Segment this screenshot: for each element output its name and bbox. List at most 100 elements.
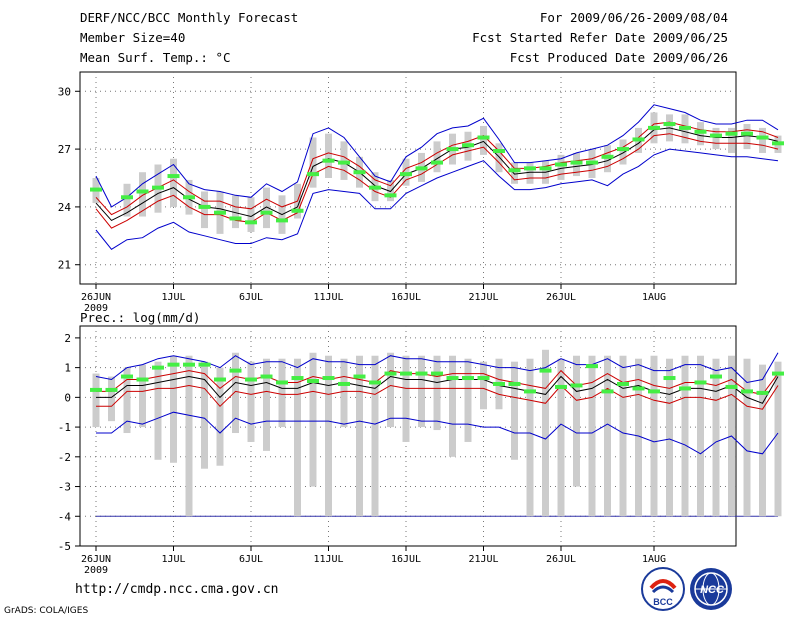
x-tick-label: 6JUL	[239, 554, 263, 565]
ensemble-bar	[402, 355, 410, 442]
obs-marker	[276, 380, 288, 385]
ensemble-bar	[635, 358, 642, 517]
ensemble-bar	[433, 355, 441, 431]
ensemble-bar	[464, 358, 472, 442]
bcc-logo-icon: BCC	[641, 567, 685, 611]
obs-marker	[679, 125, 691, 130]
ensemble-bar	[247, 197, 255, 232]
ensemble-bar	[511, 361, 518, 460]
ensemble-bar	[681, 355, 689, 517]
ensemble-bar	[201, 191, 208, 229]
obs-marker	[369, 185, 381, 190]
ensemble-bar	[108, 376, 115, 422]
obs-marker	[167, 362, 180, 367]
ensemble-bar	[619, 355, 627, 517]
ensemble-bar	[387, 352, 394, 428]
x-tick-label: 16JUL	[391, 292, 421, 303]
obs-marker	[307, 172, 319, 177]
obs-marker	[229, 368, 242, 373]
obs-marker	[136, 377, 149, 382]
ensemble-bar	[650, 355, 658, 517]
ensemble-bar	[759, 127, 766, 153]
ncc-logo-icon: NCC	[690, 568, 732, 610]
obs-marker	[632, 137, 645, 142]
y-tick-label: 21	[58, 259, 71, 272]
obs-marker	[663, 376, 676, 381]
ensemble-bar	[728, 127, 735, 153]
obs-marker	[90, 187, 102, 192]
y-tick-label: -2	[58, 451, 71, 464]
ensemble-bar	[340, 358, 348, 428]
y-tick-label: 0	[64, 391, 71, 404]
year-label: 2009	[84, 303, 108, 314]
header-right: For 2009/06/26-2009/08/04 Fcst Started R…	[472, 8, 728, 68]
ensemble-bar	[123, 183, 131, 217]
obs-marker	[229, 216, 242, 221]
obs-marker	[617, 147, 629, 152]
obs-marker	[369, 380, 381, 385]
series-line-inner_upper	[96, 369, 779, 395]
obs-marker	[648, 125, 660, 130]
obs-marker	[431, 160, 443, 165]
obs-marker	[384, 371, 397, 376]
series-line-inner_lower	[96, 384, 779, 410]
ensemble-bar	[216, 367, 224, 466]
panel-title: Prec.: log(mm/d)	[80, 310, 200, 325]
obs-marker	[353, 374, 366, 379]
obs-marker	[725, 384, 738, 389]
source-url[interactable]: http://cmdp.ncc.cma.gov.cn	[75, 582, 279, 597]
bcc-logo-text: BCC	[653, 597, 673, 607]
obs-marker	[477, 376, 490, 381]
obs-marker	[183, 362, 195, 367]
ensemble-bar	[759, 364, 766, 517]
obs-marker	[648, 389, 660, 394]
panel-precipitation: -5 -4 -3 -2 -1 0 1 2 26JUN 1JUL 6JUL 11JUL 16JUL 21JU…	[58, 310, 784, 576]
obs-marker	[524, 389, 536, 394]
ensemble-bar	[263, 358, 270, 451]
y-tick-label: -3	[58, 481, 71, 494]
obs-marker	[152, 185, 164, 190]
obs-marker	[756, 135, 769, 140]
obs-marker	[152, 365, 164, 370]
x-tick-label: 16JUL	[391, 554, 421, 565]
ensemble-bar	[356, 355, 363, 517]
obs-marker	[214, 377, 226, 382]
obs-marker	[183, 195, 195, 200]
obs-marker	[601, 389, 614, 394]
obs-marker	[555, 384, 567, 389]
x-tick-label: 26JUL	[546, 292, 576, 303]
ensemble-bar	[557, 154, 565, 180]
x-tick-label: 21JUL	[468, 292, 498, 303]
ensemble-bar	[371, 355, 379, 517]
x-tick-label: 21JUL	[468, 554, 498, 565]
obs-marker	[415, 166, 428, 171]
obs-marker	[710, 374, 722, 379]
ensemble-bar	[697, 355, 704, 517]
ensemble-bar	[774, 361, 782, 517]
obs-marker	[741, 131, 753, 136]
obs-marker	[477, 135, 490, 140]
obs-marker	[446, 376, 459, 381]
obs-marker	[245, 220, 257, 225]
obs-marker	[508, 168, 521, 173]
ensemble-bar	[278, 358, 286, 428]
panel-temperature: 21 24 27 30 26JUN 1JUL 6JUL 11JUL 16JUL 21JUL 26JU…	[58, 71, 784, 314]
obs-marker	[260, 374, 273, 379]
ensemble-bar	[495, 143, 503, 173]
series-line-outer_lower	[96, 411, 779, 455]
y-tick-label: 1	[64, 362, 71, 375]
forecast-period: For 2009/06/26-2009/08/04	[539, 10, 728, 25]
x-tick-label: 11JUL	[313, 292, 343, 303]
obs-marker	[617, 381, 629, 386]
x-tick-label: 26JUL	[546, 554, 576, 565]
x-tick-label: 11JUL	[313, 554, 343, 565]
ensemble-bar	[604, 355, 611, 517]
series-line-outer_upper	[95, 104, 779, 208]
obs-marker	[307, 379, 319, 383]
obs-marker	[198, 204, 211, 209]
x-tick-label: 1JUL	[161, 554, 185, 565]
variable-label: Mean Surf. Temp.: °C	[80, 50, 231, 65]
ensemble-bar	[232, 195, 239, 229]
obs-marker	[136, 189, 149, 194]
